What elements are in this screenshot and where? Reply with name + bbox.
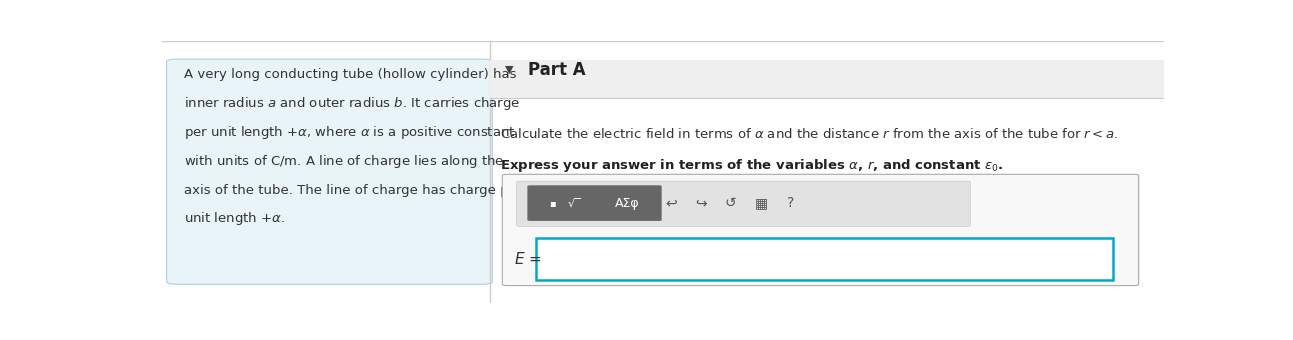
Text: A very long conducting tube (hollow cylinder) has: A very long conducting tube (hollow cyli… — [184, 68, 516, 81]
FancyBboxPatch shape — [516, 181, 970, 226]
Text: unit length $+\alpha$.: unit length $+\alpha$. — [184, 210, 284, 227]
Text: $E$ =: $E$ = — [515, 251, 542, 267]
Text: Express your answer in terms of the variables $\alpha$, $r$, and constant $\epsi: Express your answer in terms of the vari… — [500, 157, 1003, 174]
Text: AΣφ: AΣφ — [615, 197, 640, 210]
Text: with units of $\mathrm{C/m}$. A line of charge lies along the: with units of $\mathrm{C/m}$. A line of … — [184, 153, 504, 170]
FancyBboxPatch shape — [593, 185, 662, 221]
Text: ▪: ▪ — [548, 198, 556, 208]
Text: ↺: ↺ — [725, 196, 737, 210]
Text: ↪: ↪ — [694, 196, 706, 210]
Text: ▦: ▦ — [754, 196, 768, 210]
Text: $\sqrt{\,}$: $\sqrt{\,}$ — [568, 197, 581, 210]
Text: ?: ? — [787, 196, 795, 210]
Text: ↩: ↩ — [665, 196, 676, 210]
Text: Part A: Part A — [529, 61, 586, 79]
Bar — [490, 61, 1164, 98]
Text: per unit length $+\alpha$, where $\alpha$ is a positive constant: per unit length $+\alpha$, where $\alpha… — [184, 124, 516, 141]
FancyBboxPatch shape — [502, 174, 1139, 286]
Bar — [537, 238, 1112, 280]
Text: ▼: ▼ — [506, 65, 513, 74]
FancyBboxPatch shape — [528, 185, 596, 221]
Text: inner radius $a$ and outer radius $b$. It carries charge: inner radius $a$ and outer radius $b$. I… — [184, 95, 520, 112]
FancyBboxPatch shape — [167, 59, 493, 284]
Text: axis of the tube. The line of charge has charge per: axis of the tube. The line of charge has… — [184, 184, 522, 197]
Text: Calculate the electric field in terms of $\alpha$ and the distance $r$ from the : Calculate the electric field in terms of… — [500, 127, 1118, 141]
